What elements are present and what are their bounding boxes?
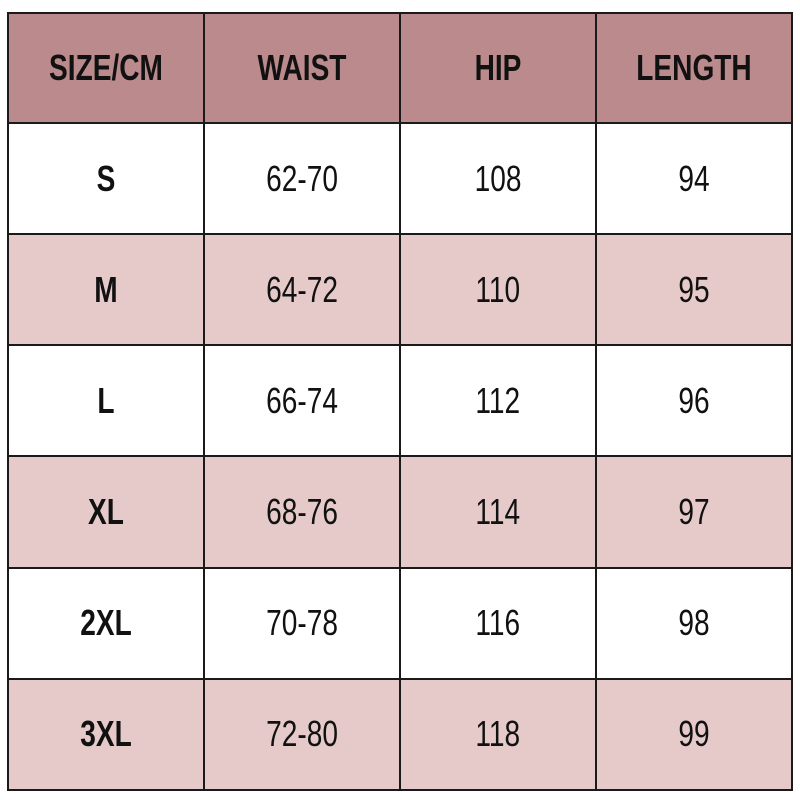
cell-value: 97 bbox=[678, 491, 710, 533]
header-label: LENGTH bbox=[636, 47, 752, 88]
cell-size: XL bbox=[7, 455, 205, 569]
cell-value: 110 bbox=[475, 268, 521, 310]
cell-length: 96 bbox=[595, 344, 793, 458]
cell-value: 98 bbox=[678, 602, 710, 644]
header-label: WAIST bbox=[257, 47, 347, 88]
cell-length: 95 bbox=[595, 233, 793, 347]
cell-hip: 114 bbox=[399, 455, 597, 569]
cell-waist: 66-74 bbox=[203, 344, 401, 458]
table-row: 3XL 72-80 118 99 bbox=[7, 677, 793, 792]
cell-value: M bbox=[94, 268, 118, 310]
cell-waist: 68-76 bbox=[203, 455, 401, 569]
header-size: SIZE/CM bbox=[7, 12, 205, 124]
cell-length: 98 bbox=[595, 566, 793, 680]
cell-value: 108 bbox=[474, 157, 522, 199]
cell-value: 94 bbox=[678, 157, 710, 199]
table-row: XL 68-76 114 97 bbox=[7, 455, 793, 569]
cell-value: 2XL bbox=[80, 602, 132, 644]
cell-value: 96 bbox=[678, 379, 710, 421]
cell-length: 97 bbox=[595, 455, 793, 569]
header-length: LENGTH bbox=[595, 12, 793, 124]
cell-waist: 70-78 bbox=[203, 566, 401, 680]
header-label: HIP bbox=[474, 47, 522, 88]
header-row: SIZE/CM WAIST HIP LENGTH bbox=[7, 12, 793, 124]
table-row: 2XL 70-78 116 98 bbox=[7, 566, 793, 680]
header-waist: WAIST bbox=[203, 12, 401, 124]
cell-value: 64-72 bbox=[266, 268, 338, 310]
cell-hip: 112 bbox=[399, 344, 597, 458]
cell-value: 68-76 bbox=[266, 491, 338, 533]
cell-size: L bbox=[7, 344, 205, 458]
cell-hip: 116 bbox=[399, 566, 597, 680]
cell-value: L bbox=[97, 379, 115, 421]
cell-size: S bbox=[7, 121, 205, 236]
cell-value: S bbox=[96, 157, 116, 199]
cell-size: 2XL bbox=[7, 566, 205, 680]
cell-size: 3XL bbox=[7, 677, 205, 792]
header-label: SIZE/CM bbox=[49, 47, 163, 88]
cell-value: 118 bbox=[475, 713, 521, 755]
cell-value: 3XL bbox=[80, 713, 132, 755]
cell-value: 72-80 bbox=[266, 713, 338, 755]
cell-value: XL bbox=[88, 491, 124, 533]
cell-hip: 108 bbox=[399, 121, 597, 236]
cell-waist: 64-72 bbox=[203, 233, 401, 347]
table-row: L 66-74 112 96 bbox=[7, 344, 793, 458]
table-row: M 64-72 110 95 bbox=[7, 233, 793, 347]
cell-value: 62-70 bbox=[266, 157, 338, 199]
table-row: S 62-70 108 94 bbox=[7, 121, 793, 236]
cell-length: 99 bbox=[595, 677, 793, 792]
cell-size: M bbox=[7, 233, 205, 347]
cell-waist: 62-70 bbox=[203, 121, 401, 236]
cell-value: 95 bbox=[678, 268, 710, 310]
cell-value: 114 bbox=[475, 491, 521, 533]
header-hip: HIP bbox=[399, 12, 597, 124]
cell-value: 112 bbox=[475, 379, 521, 421]
cell-value: 116 bbox=[475, 602, 521, 644]
cell-waist: 72-80 bbox=[203, 677, 401, 792]
cell-value: 70-78 bbox=[266, 602, 338, 644]
cell-value: 99 bbox=[678, 713, 710, 755]
cell-hip: 110 bbox=[399, 233, 597, 347]
cell-value: 66-74 bbox=[266, 379, 338, 421]
size-chart-table: SIZE/CM WAIST HIP LENGTH S 62-70 108 94 M 64-… bbox=[7, 12, 793, 792]
cell-hip: 118 bbox=[399, 677, 597, 792]
cell-length: 94 bbox=[595, 121, 793, 236]
